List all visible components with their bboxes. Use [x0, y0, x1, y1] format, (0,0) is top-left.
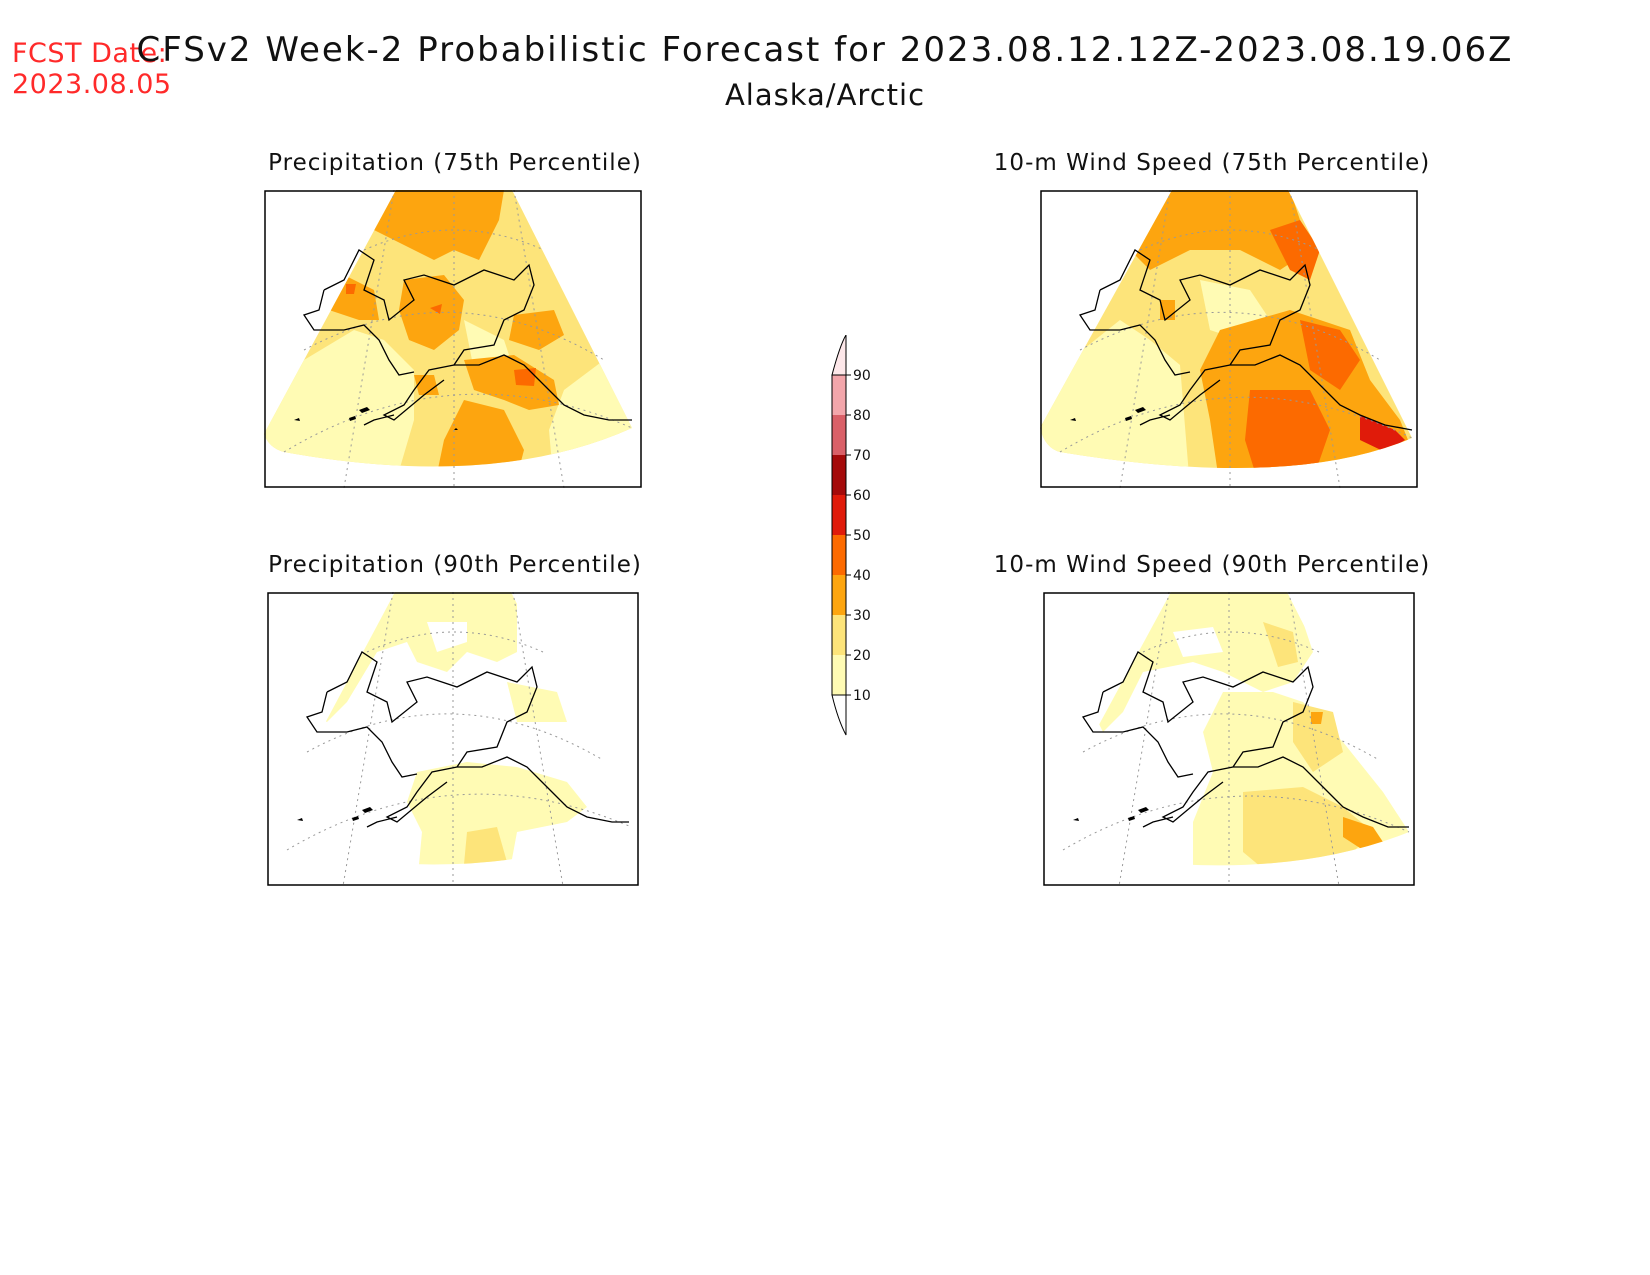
main-title-text: CFSv2 Week-2 Probabilistic Forecast for … [136, 30, 1514, 70]
map-frame [1040, 190, 1418, 488]
colorbar-boxes [831, 335, 847, 736]
fill-20-30 [1293, 702, 1343, 772]
colorbar-box-60-70 [832, 455, 846, 495]
colorbar-label-80: 80 [853, 408, 871, 424]
forecast-date-value: 2023.08.05 [12, 69, 172, 100]
islands [1073, 807, 1149, 821]
coastline [302, 249, 632, 426]
colorbar-box-10-20 [832, 655, 846, 695]
fill-30-40 [1130, 190, 1310, 270]
map-frame [1043, 592, 1415, 886]
map-frame [267, 592, 639, 886]
fill-20-30 [1263, 622, 1298, 667]
forecast-date-label: FCST Date: [12, 38, 168, 69]
coastline [1078, 249, 1413, 431]
fill-30-40 [509, 310, 564, 350]
colorbar-label-20: 20 [853, 648, 871, 664]
map-precip-90 [267, 592, 639, 886]
colorbar-box-70-80 [832, 415, 846, 455]
colorbar-label-70: 70 [853, 448, 871, 464]
colorbar-top-triangle [831, 335, 847, 376]
colorbar-label-90: 90 [853, 368, 871, 384]
region-title: Alaska/Arctic [724, 78, 926, 112]
islands [297, 807, 373, 821]
colorbar: 10 20 30 40 50 60 70 80 90 [831, 335, 871, 736]
islands [1070, 407, 1146, 421]
colorbar-label-50: 50 [853, 528, 871, 544]
map-precip-75 [264, 190, 642, 488]
colorbar-label-30: 30 [853, 608, 871, 624]
fill-30-40 [374, 190, 504, 260]
colorbar-box-20-30 [832, 615, 846, 655]
fill-10-20 [507, 682, 567, 722]
fill-40-50 [1270, 220, 1320, 280]
fill-50-60 [1360, 415, 1405, 452]
map-wind-75 [1040, 190, 1418, 488]
panel-title-precip-90: Precipitation (90th Percentile) [268, 552, 642, 578]
coastline [305, 651, 629, 828]
forecast-date-block: FCST Date: 2023.08.05 [12, 38, 172, 100]
colorbar-box-40-50 [832, 535, 846, 575]
coastline [1081, 651, 1409, 828]
colorbar-label-10: 10 [853, 688, 871, 704]
colorbar-box-30-40 [832, 575, 846, 615]
fill-below-10 [427, 622, 467, 652]
main-title: CFSv2 Week-2 Probabilistic Forecast for … [0, 30, 1650, 70]
fill-40-50 [346, 284, 356, 294]
panel-title-precip-75: Precipitation (75th Percentile) [268, 150, 642, 176]
colorbar-labels: 10 20 30 40 50 60 70 80 90 [846, 368, 871, 704]
graticule [283, 190, 633, 488]
graticule [286, 592, 630, 886]
fill-30-40 [1311, 712, 1323, 724]
colorbar-box-80-90 [832, 375, 846, 415]
fill-10-20 [1040, 320, 1190, 469]
fill-40-50 [1245, 390, 1330, 469]
fill-40-50 [1300, 320, 1360, 390]
fill-below-10 [1173, 627, 1223, 657]
colorbar-label-60: 60 [853, 488, 871, 504]
panel-title-wind-75: 10-m Wind Speed (75th Percentile) [993, 150, 1431, 176]
fill-40-50 [514, 368, 536, 386]
fill-10-20 [264, 330, 414, 467]
colorbar-bottom-triangle [831, 694, 847, 736]
colorbar-label-40: 40 [853, 568, 871, 584]
graticule [1059, 190, 1413, 488]
graticule [1062, 592, 1410, 886]
fill-30-40 [1343, 817, 1383, 850]
fill-20-30 [462, 827, 507, 865]
map-wind-90 [1043, 592, 1415, 886]
map-frame [264, 190, 642, 488]
colorbar-box-50-60 [832, 495, 846, 535]
fill-30-40 [414, 375, 439, 395]
panel-title-wind-90: 10-m Wind Speed (90th Percentile) [993, 552, 1431, 578]
fill-10-20 [407, 762, 587, 865]
fill-40-50 [430, 304, 442, 314]
